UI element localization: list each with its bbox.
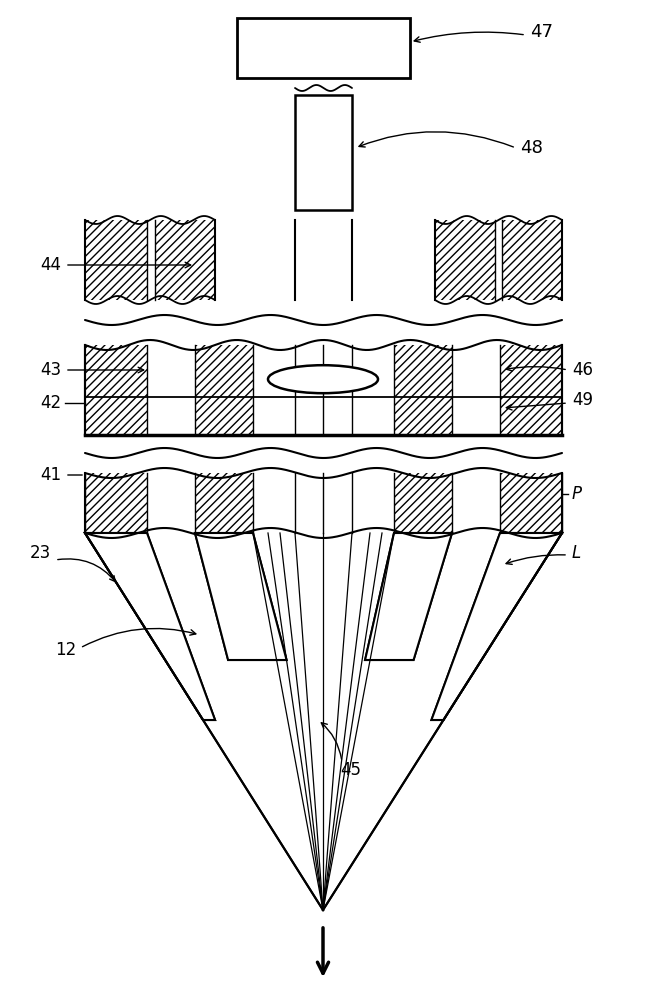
Polygon shape [85,533,215,720]
Polygon shape [432,533,562,720]
Bar [85,220,147,300]
Text: 41: 41 [40,466,61,484]
Text: 42: 42 [40,394,61,412]
Polygon shape [85,533,215,720]
Polygon shape [432,533,562,720]
Ellipse shape [268,365,378,393]
Bar [237,18,410,78]
Bar [500,345,562,435]
Text: 44: 44 [40,256,61,274]
Text: 49: 49 [572,391,593,409]
Bar [394,345,452,435]
Bar [155,220,215,300]
Text: P: P [572,485,582,503]
Polygon shape [195,533,287,660]
Polygon shape [195,533,287,660]
Polygon shape [365,533,452,660]
Bar [85,345,147,435]
Bar [195,345,253,435]
Text: L: L [572,544,581,562]
Bar [502,220,562,300]
Bar [394,473,452,533]
Polygon shape [365,533,452,660]
Text: 47: 47 [530,23,553,41]
Text: 45: 45 [340,761,361,779]
Bar [195,473,253,533]
Text: 12: 12 [55,641,76,659]
Polygon shape [432,533,562,720]
Polygon shape [85,533,215,720]
Bar [435,220,495,300]
Polygon shape [195,533,287,660]
Text: 46: 46 [572,361,593,379]
Text: 43: 43 [40,361,61,379]
Polygon shape [365,533,452,660]
Bar [85,473,147,533]
Bar [295,95,352,210]
Bar [500,473,562,533]
Text: 23: 23 [30,544,51,562]
Text: 48: 48 [520,139,543,157]
